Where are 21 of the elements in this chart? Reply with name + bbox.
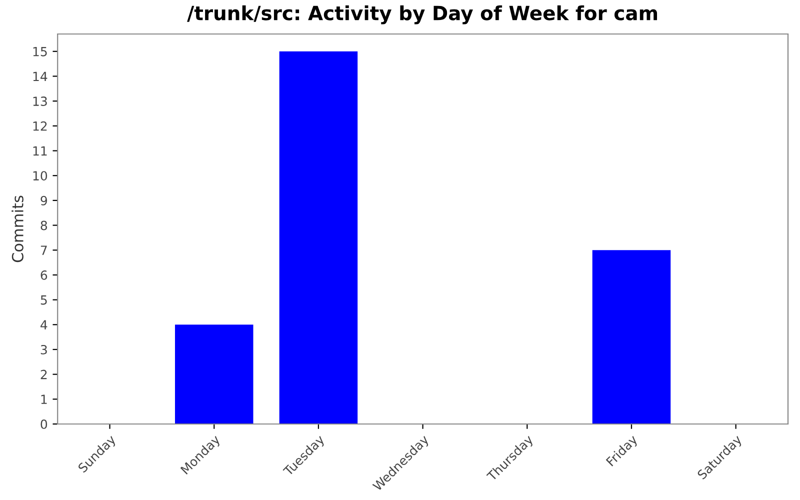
- y-tick-label: 1: [41, 394, 47, 404]
- bar: [592, 250, 671, 424]
- y-tick-label: 10: [33, 171, 48, 181]
- bar: [174, 324, 254, 424]
- y-tick-label: 14: [33, 72, 48, 81]
- y-tick-label: 8: [40, 220, 48, 230]
- y-tick-label: 7: [40, 246, 47, 255]
- y-tick-label: 13: [33, 96, 47, 106]
- bar: [279, 51, 358, 424]
- y-tick-label: 4: [40, 320, 48, 330]
- y-tick-label: 11: [33, 146, 47, 156]
- y-tick-label: 0: [40, 419, 48, 429]
- y-tick-label: 12: [33, 121, 47, 131]
- y-tick-label: 5: [40, 295, 47, 305]
- y-tick-label: 2: [40, 370, 47, 380]
- y-tick-label: 15: [33, 47, 47, 56]
- y-tick-label: 6: [40, 270, 48, 280]
- y-tick-label: 9: [40, 196, 47, 206]
- y-tick-label: 3: [40, 344, 47, 354]
- y-axis-title: Commits: [12, 196, 24, 262]
- chart-title: /trunk/src: Activity by Day of Week for cam: [187, 5, 658, 24]
